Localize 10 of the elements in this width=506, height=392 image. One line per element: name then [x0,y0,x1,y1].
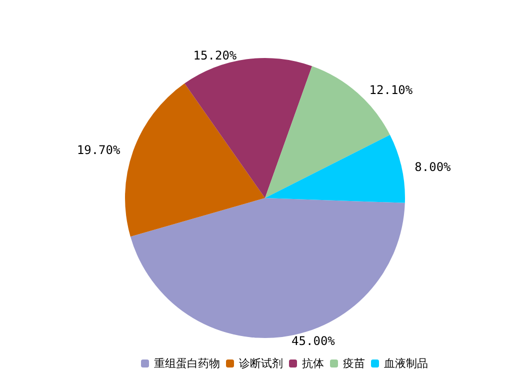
data-label: 45.00% [292,334,336,348]
data-label: 8.00% [414,160,452,174]
data-label: 15.20% [193,48,238,62]
data-label: 12.10% [369,83,414,98]
legend-label: 重组蛋白药物 [154,357,220,370]
legend-label: 诊断试剂 [239,357,283,370]
legend-label: 血液制品 [384,357,428,370]
legend-label: 疫苗 [343,357,365,370]
data-label: 19.70% [76,143,121,158]
legend-label: 抗体 [302,357,324,370]
